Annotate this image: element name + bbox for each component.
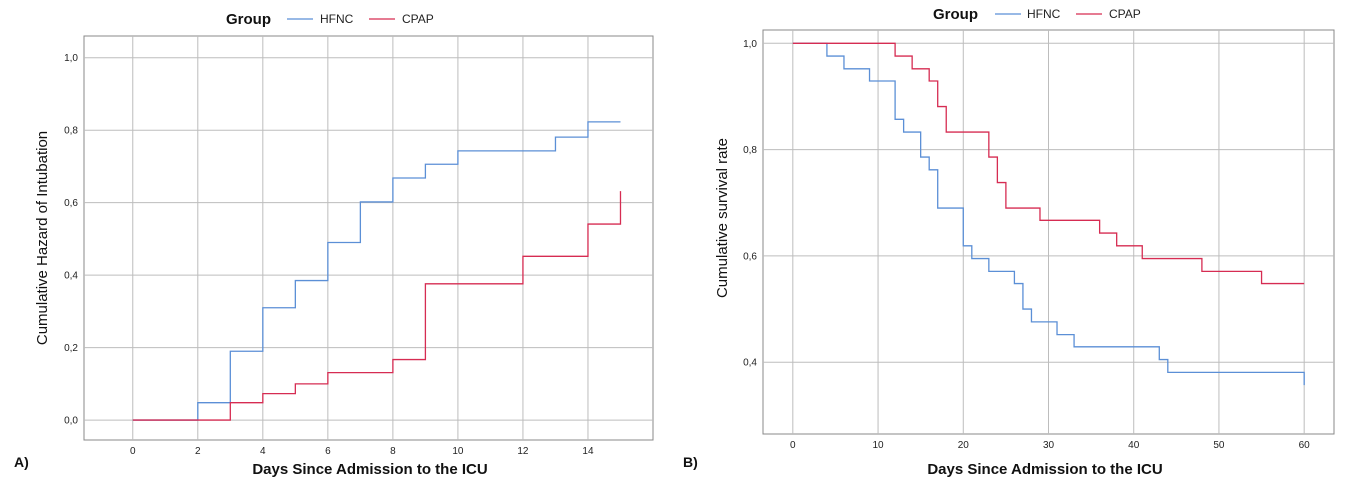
x-tick-label: 10 xyxy=(452,446,464,457)
x-tick-label: 20 xyxy=(958,440,970,451)
x-tick-label: 14 xyxy=(582,446,594,457)
series-line-hfnc xyxy=(132,121,621,421)
panel-label: B) xyxy=(683,454,698,470)
legend-label-cpap: CPAP xyxy=(1109,7,1141,21)
legend-panel-a: Group HFNC CPAP xyxy=(226,11,434,28)
x-axis-title: Days Since Admission to the ICU xyxy=(927,461,1162,478)
x-axis-title: Days Since Admission to the ICU xyxy=(252,461,487,478)
x-tick-label: 60 xyxy=(1299,440,1311,451)
y-axis-title: Cumulative survival rate xyxy=(714,138,731,298)
y-tick-label: 0,0 xyxy=(64,416,78,427)
y-tick-label: 0,8 xyxy=(743,145,757,156)
x-tick-label: 10 xyxy=(872,440,884,451)
series-line-cpap xyxy=(792,42,1305,285)
x-tick-label: 0 xyxy=(130,446,136,457)
y-tick-label: 0,6 xyxy=(743,251,757,262)
legend-panel-b: Group HFNC CPAP xyxy=(933,6,1141,23)
y-axis-title: Cumulative Hazard of Intubation xyxy=(34,131,51,345)
y-tick-label: 0,8 xyxy=(64,126,78,137)
legend-label-hfnc: HFNC xyxy=(1027,7,1061,21)
legend-label-hfnc: HFNC xyxy=(320,12,354,26)
y-tick-label: 1,0 xyxy=(64,53,78,64)
legend-title: Group xyxy=(933,6,978,23)
y-tick-label: 0,2 xyxy=(64,343,78,354)
x-tick-label: 4 xyxy=(260,446,266,457)
x-tick-label: 50 xyxy=(1213,440,1225,451)
chart-panel-a: 0 2 4 6 8 10 12 14 0,0 0,2 0,4 0,6 0,8 1,0 Days Sinc… xyxy=(14,35,654,478)
y-tick-label: 0,4 xyxy=(64,271,78,282)
x-tick-label: 6 xyxy=(325,446,331,457)
x-tick-label: 30 xyxy=(1043,440,1055,451)
x-tick-label: 40 xyxy=(1128,440,1140,451)
chart-panel-b: 0 10 20 30 40 50 60 0,4 0,6 0,8 1,0 Days Since Ad… xyxy=(683,29,1335,478)
series-line-cpap xyxy=(132,191,622,421)
x-tick-label: 2 xyxy=(195,446,201,457)
x-tick-label: 0 xyxy=(790,440,796,451)
y-tick-label: 0,6 xyxy=(64,198,78,209)
plot-frame xyxy=(83,35,654,441)
x-tick-label: 12 xyxy=(517,446,529,457)
x-tick-label: 8 xyxy=(390,446,396,457)
panel-label: A) xyxy=(14,454,29,470)
y-tick-label: 1,0 xyxy=(743,39,757,50)
legend-label-cpap: CPAP xyxy=(402,12,434,26)
legend-title: Group xyxy=(226,11,271,28)
series-line-hfnc xyxy=(792,42,1305,386)
y-tick-label: 0,4 xyxy=(743,358,757,369)
